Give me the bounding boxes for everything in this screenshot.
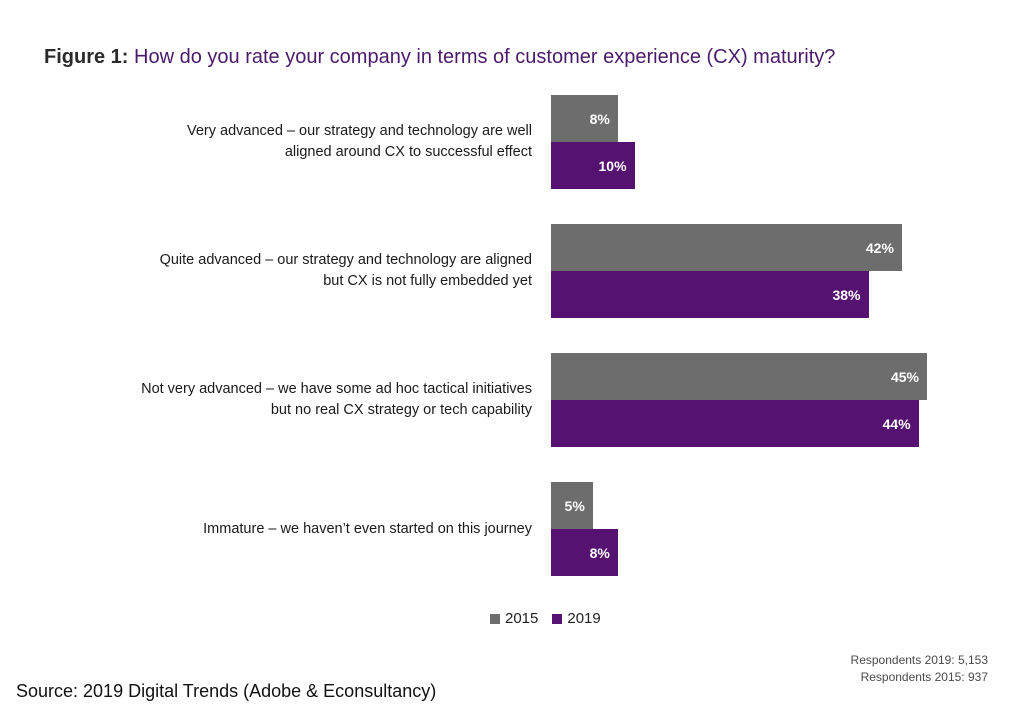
category-label: Quite advanced – our strategy and techno… (72, 250, 532, 292)
chart-question: How do you rate your company in terms of… (134, 46, 836, 68)
data-label-2019: 44% (882, 415, 911, 432)
category-label-line: but CX is not fully embedded yet (323, 273, 532, 289)
category-label-line: Very advanced – our strategy and technol… (187, 123, 532, 139)
bar-2015 (551, 224, 902, 271)
legend-label-2019: 2019 (567, 610, 601, 627)
data-label-2015: 5% (564, 497, 585, 514)
figure-number: Figure 1: (44, 46, 129, 68)
legend-swatch-2015 (490, 613, 500, 624)
data-label-2015: 42% (865, 239, 894, 256)
category-label-line: Not very advanced – we have some ad hoc … (141, 381, 532, 397)
legend-item-2015: 2015 (490, 610, 538, 627)
bar-2015 (551, 95, 618, 142)
chart-title: Figure 1: How do you rate your company i… (44, 44, 835, 70)
bar-2019 (551, 142, 635, 189)
respondents-note: Respondents 2019: 5,153 Respondents 2015… (851, 652, 988, 686)
legend: 2015 2019 (490, 610, 601, 627)
legend-item-2019: 2019 (552, 610, 601, 627)
respondents-2019: Respondents 2019: 5,153 (850, 653, 988, 667)
bar-2019 (551, 271, 869, 318)
bar-2015 (551, 353, 927, 400)
bar-2019 (551, 400, 919, 447)
data-label-2019: 10% (598, 157, 627, 174)
data-label-2015: 8% (589, 110, 610, 127)
category-label: Not very advanced – we have some ad hoc … (72, 379, 532, 421)
category-label-line: aligned around CX to successful effect (284, 144, 532, 160)
category-label: Very advanced – our strategy and technol… (72, 121, 532, 163)
source-note: Source: 2019 Digital Trends (Adobe & Eco… (16, 681, 437, 701)
legend-swatch-2019 (552, 613, 563, 624)
bar-2019 (551, 529, 618, 576)
category-label-line: but no real CX strategy or tech capabili… (270, 402, 532, 418)
data-label-2019: 38% (832, 286, 861, 303)
respondents-2015: Respondents 2015: 937 (860, 670, 988, 684)
category-label-line: Immature – we haven’t even started on th… (203, 520, 532, 537)
legend-label-2015: 2015 (505, 610, 539, 627)
data-label-2015: 45% (890, 368, 919, 385)
category-label-line: Quite advanced – our strategy and techno… (159, 252, 532, 268)
category-label: Immature – we haven’t even started on th… (72, 519, 532, 540)
data-label-2019: 8% (589, 544, 610, 561)
bar-2015 (551, 482, 593, 529)
